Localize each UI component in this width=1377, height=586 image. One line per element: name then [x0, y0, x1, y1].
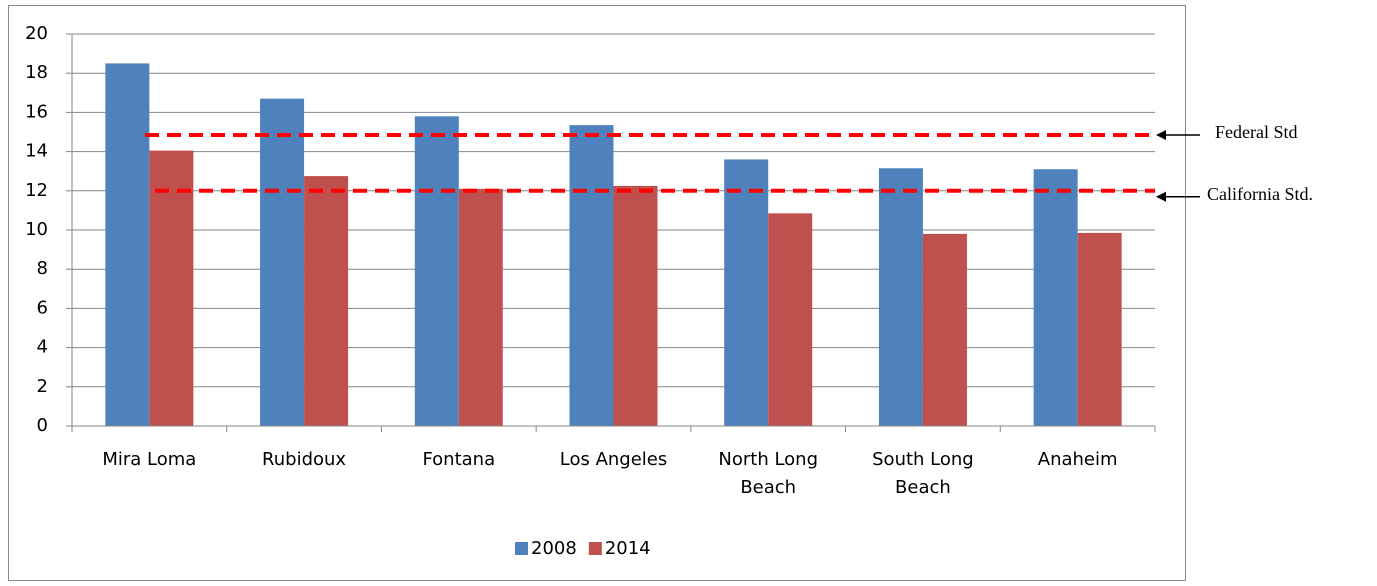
annotation: Federal Std — [1215, 122, 1298, 142]
x-tick-label: Anaheim — [1037, 449, 1118, 470]
legend-swatch — [588, 542, 602, 555]
bar — [149, 150, 194, 426]
y-tick-label: 12 — [25, 180, 48, 201]
y-tick-label: 16 — [25, 101, 48, 122]
x-tick-label: North Long Beach — [718, 449, 819, 498]
bar — [1077, 232, 1122, 426]
bar — [569, 125, 614, 426]
bar — [304, 176, 349, 426]
y-tick-label: 2 — [37, 376, 48, 397]
y-tick-label: 0 — [37, 415, 48, 436]
y-tick-label: 18 — [25, 62, 48, 83]
y-tick-label: 6 — [37, 297, 48, 318]
legend-swatch — [515, 542, 528, 555]
y-tick-label: 4 — [37, 337, 48, 358]
bar — [1033, 169, 1078, 427]
x-tick-label: Mira Loma — [102, 449, 197, 470]
legend-label: 2014 — [605, 538, 651, 559]
y-tick-label: 20 — [25, 23, 48, 44]
annotation: California Std. — [1207, 184, 1313, 204]
bar — [613, 185, 658, 426]
x-tick-label: Rubidoux — [262, 449, 347, 470]
x-tick-label: Fontana — [422, 449, 496, 470]
bar — [458, 188, 503, 426]
bar — [414, 116, 459, 426]
bar — [105, 63, 150, 427]
y-tick-label: 8 — [37, 258, 48, 279]
y-tick-label: 10 — [25, 219, 48, 240]
x-tick-label: Los Angeles — [559, 449, 668, 470]
bar — [922, 233, 967, 426]
x-tick-label: South Long Beach — [872, 449, 974, 498]
bar — [768, 213, 813, 426]
y-tick-label: 14 — [25, 141, 48, 162]
annotation-arrowhead — [1156, 191, 1166, 202]
bar — [260, 98, 305, 427]
legend-label: 2008 — [531, 538, 577, 559]
bar — [878, 168, 923, 426]
bar — [724, 159, 769, 426]
annotation-arrowhead — [1156, 129, 1166, 140]
